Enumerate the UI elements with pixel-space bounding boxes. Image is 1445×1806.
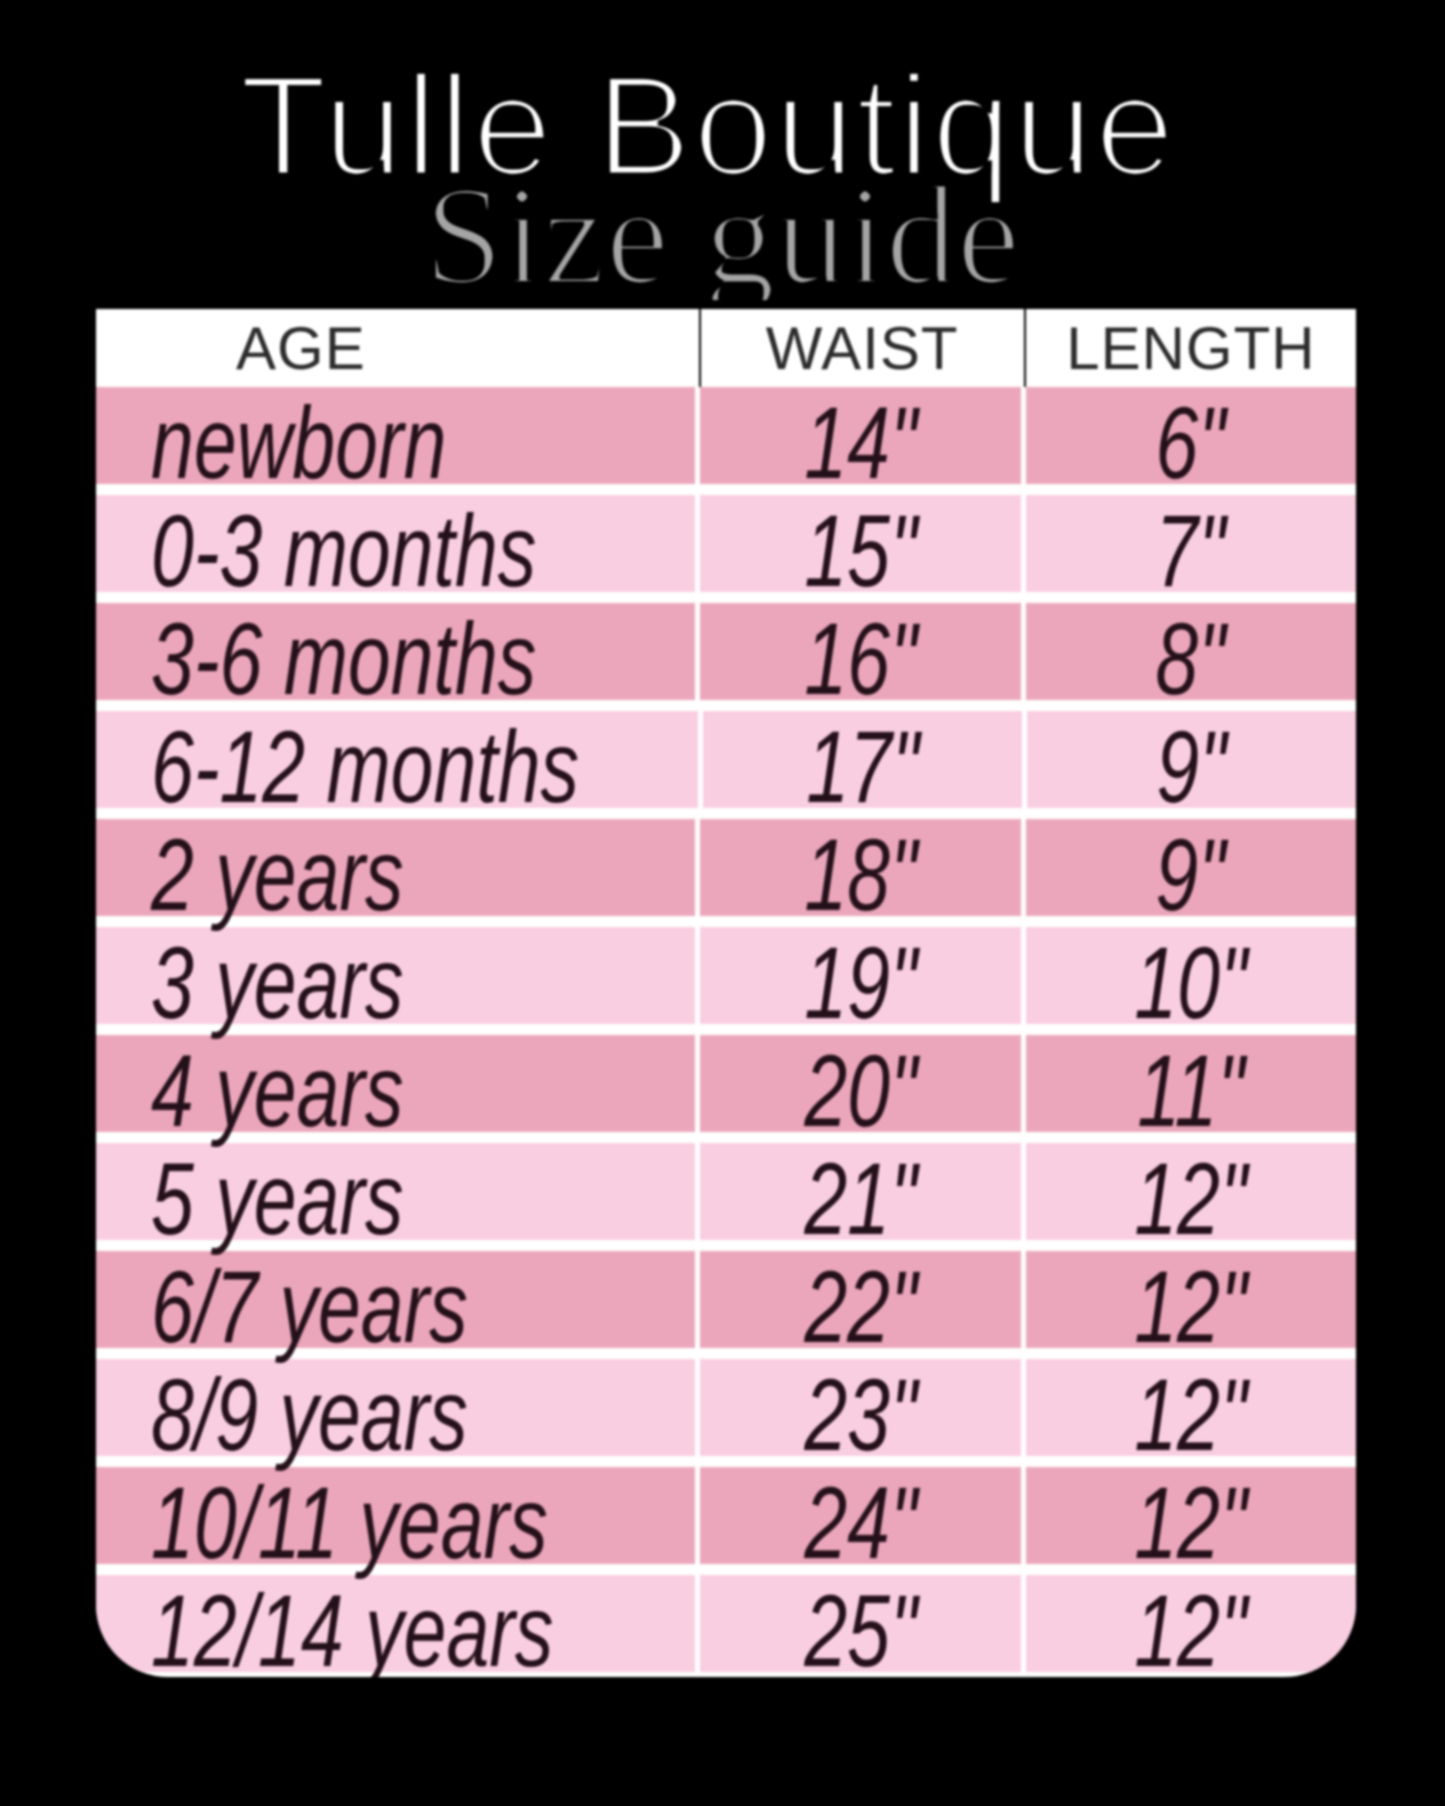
svg-text:Size guide: Size guide	[424, 156, 1019, 300]
